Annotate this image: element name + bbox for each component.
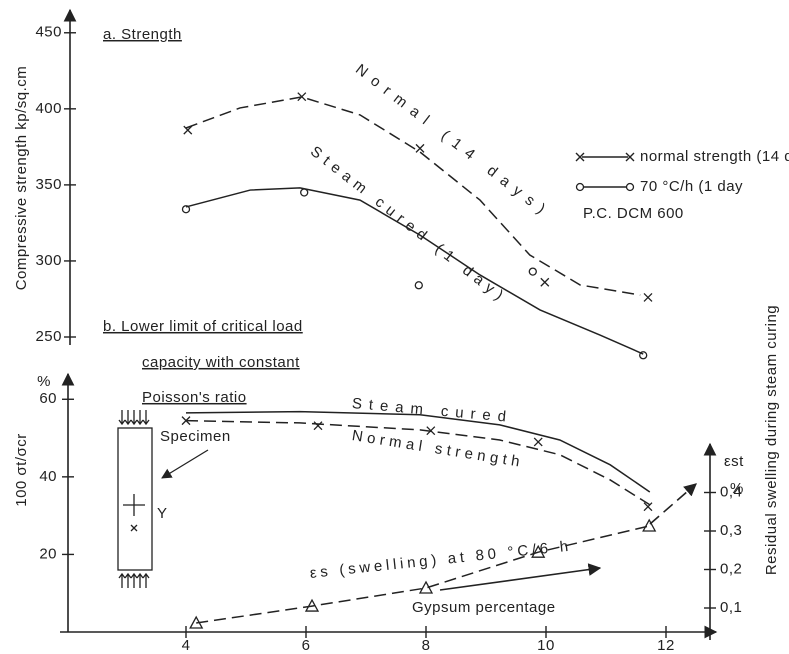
x-tick-label: 6 [302,637,311,654]
triangle-marker [189,615,204,629]
y-tick-label: 350 [35,176,62,193]
curve [196,525,650,624]
series-label: εs (swelling) at 80 °C/6 h [309,538,569,582]
curve [185,410,651,493]
x-marker [297,92,307,102]
specimen-axis: Y [157,505,168,522]
curve [185,96,641,296]
y-tick-label: 300 [35,252,62,269]
legend-label: normal strength (14 days [640,148,789,165]
y2-axis-unit: % [730,480,744,497]
x-marker [313,421,323,431]
curve [185,187,644,355]
x-tick-label: 4 [182,637,191,654]
x-tick-label: 12 [657,637,675,654]
specimen-sketch [117,410,209,588]
series-label: Normal strength [351,427,522,470]
x-marker [181,416,191,426]
legend-symbol [575,182,585,192]
x-axis-title: Gypsum percentage [412,599,556,616]
legend-label: 70 °C/h (1 day [640,178,743,195]
y-axis-unit: % [37,373,51,390]
panel-title: a. Strength [103,26,182,43]
y-tick-label: 250 [35,328,62,345]
series-label: Steam cured [351,395,507,425]
circle-marker [414,281,423,290]
x-tick-label: 8 [422,637,431,654]
y-axis-title: Compressive strength kp/sq.cm [13,66,30,291]
y2-axis-label: εst [724,453,744,470]
x-marker [643,502,653,512]
y-tick-label: 40 [39,468,57,485]
x-marker [415,143,425,153]
y2-tick-label: 0,4 [720,483,742,500]
legend-symbol [575,152,635,162]
triangle-marker [531,544,546,558]
specimen-label: Specimen [160,428,231,445]
x-tick-label: 10 [537,637,555,654]
triangle-marker [304,598,320,612]
note: P.C. DCM 600 [583,205,684,222]
y-tick-label: 450 [35,24,62,41]
legend-symbol [625,182,635,192]
panel-title: b. Lower limit of critical load [103,318,303,335]
x-marker [540,277,550,287]
triangle-marker [418,580,434,594]
circle-marker [639,351,648,360]
curve [185,419,651,506]
y2-tick-label: 0,1 [720,599,742,616]
circle-marker [528,267,537,276]
annotation-arrow [649,483,697,525]
circle-marker [181,205,191,214]
annotation-arrow [439,563,602,591]
y2-axis-title: Residual swelling during steam curing [763,305,780,575]
y2-tick-label: 0,2 [720,560,742,577]
y-tick-label: 400 [35,100,62,117]
y-tick-label: 20 [39,545,57,562]
x-marker [183,125,193,135]
y-tick-label: 60 [39,390,57,407]
x-marker [533,437,543,447]
panel-title: Poisson's ratio [142,389,247,406]
y-axis-title: 100 σt/σcr [13,433,30,507]
x-marker [643,292,653,302]
panel-title: capacity with constant [142,354,300,371]
y2-tick-label: 0,3 [720,522,742,539]
triangle-marker [642,518,657,532]
